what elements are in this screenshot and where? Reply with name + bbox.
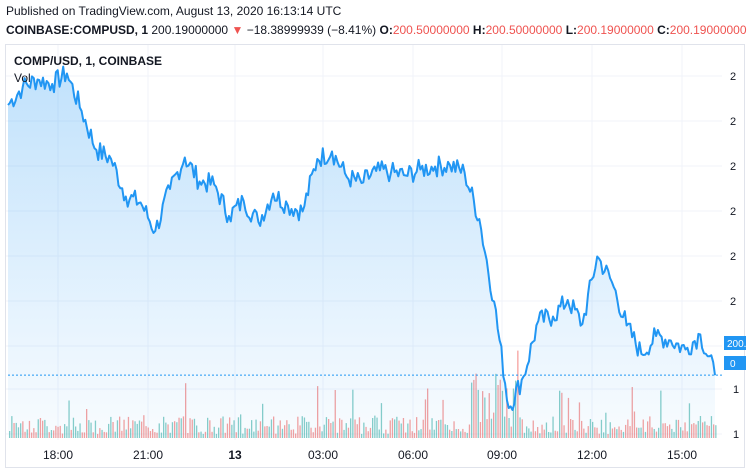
price-axis-label: 2 xyxy=(730,161,736,173)
price-axis-label: 1 xyxy=(733,429,739,441)
high-label: H: xyxy=(472,23,486,37)
time-axis-label: 06:00 xyxy=(398,448,428,462)
down-arrow-icon: ▼ xyxy=(231,23,244,37)
volume-tag xyxy=(724,356,746,370)
open-label: O: xyxy=(379,23,393,37)
close-value: 200.19000000 xyxy=(669,23,747,37)
last-price-tag xyxy=(724,336,746,350)
time-axis-label: 03:00 xyxy=(308,448,338,462)
close-label: C: xyxy=(657,23,670,37)
open-value: 200.50000000 xyxy=(392,23,470,37)
low-value: 200.19000000 xyxy=(577,23,654,37)
price-axis-label: 2 xyxy=(730,251,736,263)
chart-legend-symbol[interactable]: COMP/USD, 1, COINBASE xyxy=(14,54,163,68)
time-axis-label: 21:00 xyxy=(133,448,163,462)
time-axis-label: 18:00 xyxy=(43,448,73,462)
chart-legend-volume[interactable]: Vol xyxy=(14,71,31,85)
last-price-tag-label: 200.19 xyxy=(727,339,749,350)
price-axis-label: 1 xyxy=(733,384,739,396)
volume-tag-label: 0 xyxy=(730,359,736,370)
price-area xyxy=(8,66,715,438)
last-price: 200.19000000 xyxy=(151,23,229,37)
price-axis[interactable]: 2 2 2 2 2 2 2 1 1 200.19 0 xyxy=(724,71,749,441)
time-axis-label: 13 xyxy=(228,448,242,462)
time-axis-label: 12:00 xyxy=(577,448,607,462)
price-axis-label: 2 xyxy=(730,71,736,83)
symbol-name[interactable]: COINBASE:COMPUSD, 1 xyxy=(6,23,149,37)
price-axis-label: 2 xyxy=(730,296,736,308)
price-axis-label: 2 xyxy=(730,116,736,128)
published-note: Published on TradingView.com, August 13,… xyxy=(6,4,342,18)
time-axis[interactable]: 18:00 21:00 13 03:00 06:00 09:00 12:00 1… xyxy=(43,448,697,462)
price-line xyxy=(7,65,716,411)
high-value: 200.50000000 xyxy=(485,23,563,37)
time-axis-label: 09:00 xyxy=(487,448,517,462)
price-change: −18.38999939 (−8.41%) xyxy=(246,23,377,37)
volume-bar xyxy=(715,425,717,438)
price-axis-label: 2 xyxy=(730,206,736,218)
symbol-info-bar: COINBASE:COMPUSD, 1 200.19000000 ▼ −18.3… xyxy=(6,23,747,37)
time-axis-label: 15:00 xyxy=(667,448,697,462)
chart-frame xyxy=(5,44,745,468)
low-label: L: xyxy=(565,23,578,37)
